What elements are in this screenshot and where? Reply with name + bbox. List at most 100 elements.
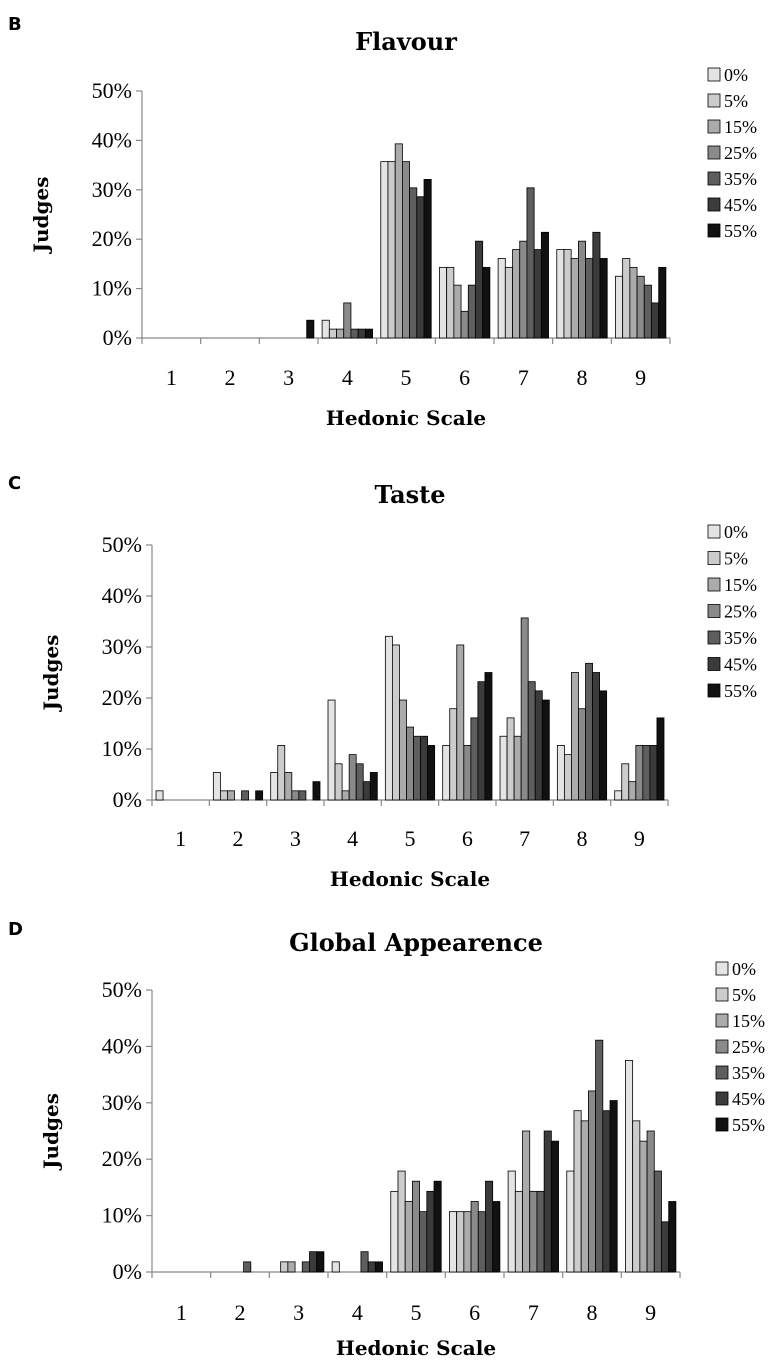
legend-label: 15% bbox=[724, 117, 757, 137]
legend-label: 55% bbox=[732, 1115, 765, 1135]
bar bbox=[350, 328, 359, 339]
bar bbox=[456, 644, 465, 801]
bar bbox=[291, 790, 300, 801]
chart-title: Flavour bbox=[355, 27, 457, 56]
bar bbox=[423, 179, 432, 339]
legend-label: 45% bbox=[724, 195, 757, 215]
legend-swatch bbox=[707, 223, 721, 238]
bar bbox=[212, 772, 221, 801]
x-tick-label: 4 bbox=[352, 1300, 363, 1325]
bar bbox=[316, 1251, 325, 1273]
legend-label: 25% bbox=[724, 143, 757, 163]
bar bbox=[390, 1190, 399, 1273]
bar bbox=[585, 662, 593, 801]
x-tick-label: 6 bbox=[459, 365, 470, 390]
bar bbox=[550, 1140, 559, 1273]
bar bbox=[298, 790, 307, 801]
panel-taste: C Taste 0% 10% 20% 30% 40% 50% 1 2 3 4 5 6 7 8 9 Hedonic… bbox=[0, 455, 778, 905]
bar bbox=[599, 258, 608, 339]
bar bbox=[362, 781, 371, 801]
bar bbox=[639, 1140, 648, 1273]
bar bbox=[540, 231, 549, 339]
legend-swatch bbox=[707, 630, 721, 645]
global-appearence-chart: Global Appearence 0% 10% 20% 30% 40% 50% 1 2 3 4 5 6… bbox=[39, 928, 765, 1360]
legend-swatch bbox=[715, 987, 729, 1002]
x-tick-label: 8 bbox=[577, 365, 588, 390]
legend-swatch bbox=[707, 171, 721, 186]
y-tick-label: 20% bbox=[102, 1146, 142, 1171]
bar bbox=[543, 1130, 552, 1273]
bar bbox=[628, 781, 637, 801]
legend-swatch bbox=[715, 1039, 729, 1054]
bar bbox=[243, 1261, 252, 1273]
bar bbox=[632, 1120, 641, 1273]
bar bbox=[513, 735, 522, 801]
legend-swatch bbox=[707, 551, 721, 565]
bar bbox=[306, 319, 315, 339]
bar bbox=[519, 240, 528, 339]
y-tick-label: 10% bbox=[102, 1203, 142, 1228]
legend-swatch bbox=[707, 683, 721, 698]
bar bbox=[477, 1211, 486, 1273]
legend-label: 25% bbox=[732, 1037, 765, 1057]
bar bbox=[219, 790, 228, 801]
y-tick-label: 40% bbox=[102, 583, 142, 608]
bar bbox=[399, 699, 407, 801]
legend-swatch bbox=[707, 93, 721, 108]
x-tick-label: 3 bbox=[283, 365, 294, 390]
chart-title: Global Appearence bbox=[289, 928, 543, 957]
legend-swatch bbox=[707, 119, 721, 134]
bar bbox=[397, 1170, 406, 1273]
bar bbox=[615, 275, 624, 339]
bar bbox=[534, 690, 543, 801]
bar bbox=[460, 310, 469, 339]
y-tick-label: 0% bbox=[113, 787, 142, 812]
bar bbox=[499, 735, 508, 801]
panel-letter: C bbox=[8, 473, 22, 494]
y-tick-label: 50% bbox=[92, 78, 132, 103]
bar bbox=[595, 1039, 604, 1273]
bar bbox=[504, 266, 513, 339]
x-tick-label: 3 bbox=[290, 826, 301, 851]
bar bbox=[527, 681, 536, 801]
legend-label: 55% bbox=[724, 221, 757, 241]
bar bbox=[280, 1261, 289, 1273]
bar bbox=[341, 790, 350, 801]
bar bbox=[668, 1201, 677, 1273]
bar bbox=[497, 258, 506, 339]
bar bbox=[585, 258, 594, 339]
bar bbox=[622, 258, 631, 339]
legend-swatch bbox=[707, 67, 721, 82]
chart-title: Taste bbox=[375, 480, 446, 509]
bar bbox=[442, 745, 451, 801]
x-tick-label: 4 bbox=[342, 365, 353, 390]
x-tick-label: 8 bbox=[577, 826, 588, 851]
x-tick-label: 7 bbox=[519, 826, 530, 851]
bar bbox=[391, 644, 400, 801]
bar bbox=[477, 681, 486, 801]
bar bbox=[255, 790, 264, 801]
legend-swatch bbox=[707, 604, 721, 618]
bar bbox=[475, 240, 484, 339]
bar bbox=[470, 1201, 479, 1273]
bar bbox=[563, 754, 572, 801]
bar bbox=[621, 763, 630, 801]
bar bbox=[646, 1130, 655, 1273]
bar bbox=[649, 745, 658, 801]
x-tick-label: 2 bbox=[235, 1300, 246, 1325]
bar bbox=[439, 266, 448, 339]
bar bbox=[369, 772, 378, 801]
x-tick-label: 2 bbox=[225, 365, 236, 390]
bar bbox=[614, 790, 623, 801]
y-tick-label: 50% bbox=[102, 977, 142, 1002]
legend-label: 55% bbox=[724, 681, 757, 701]
x-axis-label: Hedonic Scale bbox=[330, 867, 490, 891]
bar bbox=[602, 1110, 611, 1273]
bar bbox=[413, 735, 421, 801]
bar bbox=[427, 745, 436, 801]
bar bbox=[449, 1211, 458, 1273]
bar bbox=[563, 249, 572, 339]
legend-label: 5% bbox=[724, 91, 748, 111]
bar bbox=[331, 1261, 340, 1273]
bar bbox=[592, 231, 601, 339]
